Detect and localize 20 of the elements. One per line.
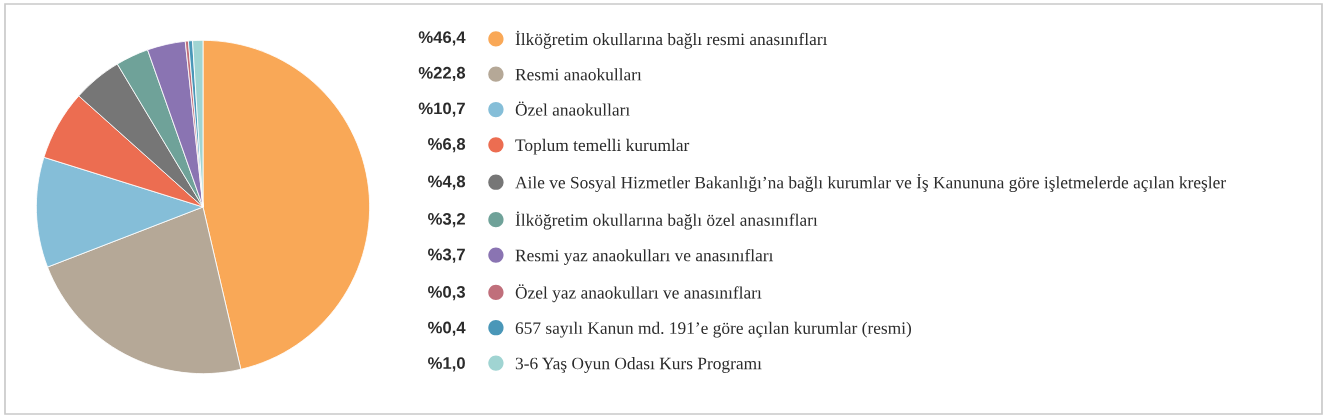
legend-label: İlköğretim okullarına bağlı resmi anasınıfları xyxy=(515,30,828,49)
data-label: %0,3 xyxy=(428,286,465,301)
legend-label: Resmi yaz anaokulları ve anasınıfları xyxy=(515,248,774,265)
data-label: %3,7 xyxy=(428,248,465,263)
legend-label: 657 sayılı Kanun md. 191’e göre açılan kurumlar (resmi) xyxy=(515,321,912,338)
data-label: %10,7 xyxy=(418,102,465,117)
data-label: %3,2 xyxy=(428,212,465,228)
legend-label: İlköğretim okullarına bağlı özel anasınıfları xyxy=(515,211,818,230)
data-label: %22,8 xyxy=(418,66,466,82)
legend-label: Özel anaokulları xyxy=(515,101,630,116)
legend-label: 3-6 Yaş Oyun Odası Kurs Programı xyxy=(515,357,762,373)
data-label: %1,0 xyxy=(428,357,465,372)
data-label: %6,8 xyxy=(428,138,466,153)
data-label: %0,4 xyxy=(428,321,466,336)
data-label: %46,4 xyxy=(418,31,466,46)
legend-label: Resmi anaokulları xyxy=(515,68,642,81)
data-label: %4,8 xyxy=(428,175,466,190)
legend-label: Aile ve Sosyal Hizmetler Bakanlığı’na bağlı kurumlar ve İş Kanununa göre işletmelerde açılan kreşler xyxy=(515,174,1226,193)
legend-label: Özel yaz anaokulları ve anasınıfları xyxy=(515,284,762,303)
legend-label: Toplum temelli kurumlar xyxy=(515,138,690,155)
